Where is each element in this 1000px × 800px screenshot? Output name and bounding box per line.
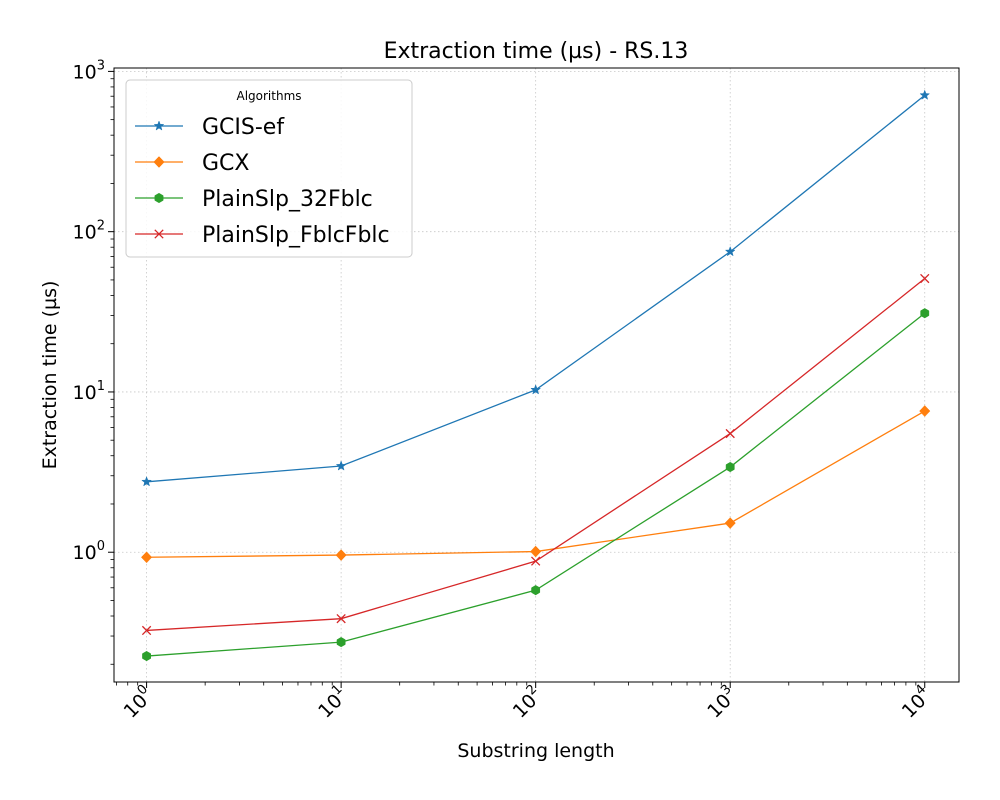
legend-title: Algorithms [236, 89, 301, 103]
data-point [531, 556, 541, 566]
legend-label: PlainSlp_32Fblc [202, 187, 373, 212]
legend-entries: GCIS-ef GCX PlainSlp_32Fblc PlainSlp_FblcFb… [135, 115, 390, 248]
legend-label: PlainSlp_FblcFblc [202, 223, 390, 248]
data-point [725, 428, 735, 439]
data-point [531, 585, 541, 596]
data-point [335, 460, 347, 471]
legend-entry: PlainSlp_32Fblc [135, 187, 373, 212]
series-PlainSlp_32Fblc [142, 308, 930, 662]
data-point [725, 461, 735, 473]
data-point [141, 551, 153, 564]
data-point [336, 637, 346, 648]
data-point [724, 245, 736, 257]
plot-frame [113, 67, 960, 683]
legend-label: GCIS-ef [202, 115, 285, 140]
legend-entry: GCX [135, 151, 249, 176]
data-point [920, 308, 930, 319]
chart-title: Extraction time (µs) - RS.13 [384, 39, 689, 64]
series-GCIS-ef [141, 89, 931, 487]
legend-marker [153, 156, 165, 168]
legend-marker [153, 120, 165, 131]
data-point [919, 89, 931, 100]
data-point [530, 545, 542, 558]
data-point [335, 549, 347, 561]
legend-label: GCX [202, 151, 249, 176]
series-PlainSlp_FblcFblc [141, 273, 930, 636]
x-axis-label: Substring length [457, 740, 614, 762]
legend-box [125, 79, 413, 258]
y-tick-label: 101 [73, 379, 105, 404]
y-tick-label: 100 [73, 539, 105, 564]
series-layer [141, 89, 931, 662]
y-axis-label: Extraction time (µs) [39, 281, 61, 470]
legend-marker [154, 192, 164, 204]
data-point [142, 650, 151, 662]
legend-entry: GCIS-ef [135, 115, 285, 140]
data-point [724, 517, 736, 529]
data-point [530, 384, 542, 395]
y-tick-label: 102 [73, 219, 105, 244]
data-point [920, 273, 930, 284]
legend: Algorithms GCIS-ef GCX PlainSlp_32Fblc Plai… [125, 79, 413, 258]
legend-entry: PlainSlp_FblcFblc [135, 223, 390, 248]
data-point [336, 614, 346, 624]
data-point [141, 476, 153, 487]
data-point [141, 625, 152, 636]
legend-marker [154, 229, 164, 239]
series-GCX [141, 405, 931, 564]
y-tick-label: 103 [73, 58, 105, 83]
data-point [919, 405, 931, 417]
